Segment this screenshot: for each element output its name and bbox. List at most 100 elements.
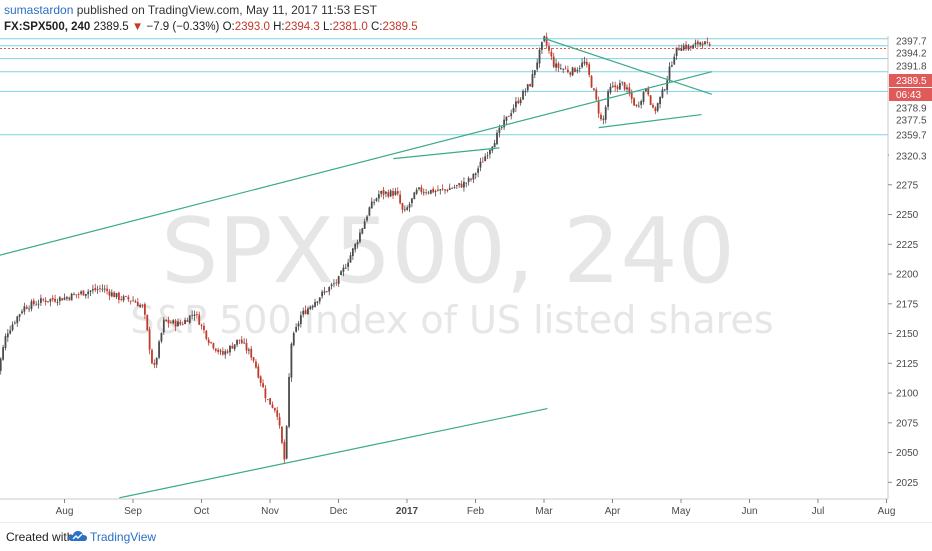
- candle-body: [290, 343, 293, 378]
- candle-body: [103, 288, 106, 290]
- candle-body: [273, 407, 276, 411]
- candle-body: [552, 56, 555, 67]
- candle-body: [583, 61, 586, 64]
- candle-body: [221, 351, 224, 355]
- candle-body: [380, 190, 383, 194]
- candle-body: [250, 348, 253, 358]
- trendline-triangle-bottom[interactable]: [598, 113, 702, 129]
- candle-body: [35, 304, 38, 306]
- candle-body: [63, 297, 66, 300]
- candle-body: [169, 322, 172, 324]
- price-change: −7.9 (−0.33%): [146, 21, 220, 33]
- price-level-label: 2378.9: [896, 104, 927, 115]
- candle-body: [347, 262, 350, 267]
- candle-body: [460, 183, 463, 188]
- candle-body: [14, 322, 16, 324]
- y-tick-label: 2125: [896, 359, 919, 370]
- price-level-box: [889, 150, 931, 162]
- trendline-triangle-top[interactable]: [543, 37, 713, 95]
- candle-body: [58, 297, 61, 302]
- candle-body: [689, 46, 692, 48]
- candle-body: [401, 203, 404, 210]
- candle-body: [517, 100, 520, 104]
- candle-body: [299, 315, 302, 325]
- author-link[interactable]: sumastardon: [4, 3, 74, 17]
- candle-body: [115, 293, 118, 298]
- candle-body: [557, 63, 560, 68]
- candle-body: [259, 376, 262, 383]
- candle-body: [666, 80, 669, 91]
- x-tick-label: Sep: [124, 506, 142, 517]
- candle-body: [257, 366, 260, 378]
- candle-body: [576, 69, 579, 72]
- candle-body: [28, 308, 30, 310]
- candle-body: [465, 182, 468, 184]
- candle-body: [377, 194, 380, 199]
- candle-body: [316, 301, 319, 303]
- candle-body: [314, 302, 316, 307]
- candle-body: [82, 290, 85, 296]
- candle-body: [604, 107, 607, 120]
- candle-body: [42, 299, 45, 301]
- candle-body: [694, 42, 697, 45]
- candle-body: [408, 204, 411, 208]
- candle-body: [245, 342, 248, 351]
- candle-body: [647, 88, 650, 95]
- candle-body: [588, 64, 591, 75]
- candle-body: [321, 291, 324, 297]
- candle-body: [281, 426, 283, 443]
- x-tick-label: Feb: [467, 506, 485, 517]
- footer: Created with TradingView: [0, 522, 932, 551]
- candle-body: [600, 114, 602, 120]
- x-tick-label: Mar: [535, 506, 553, 517]
- candle-body: [179, 322, 182, 325]
- candle-body: [581, 62, 583, 68]
- candle-body: [37, 303, 40, 305]
- candle-body: [262, 383, 264, 388]
- candle-body: [188, 315, 191, 323]
- candle-body: [80, 291, 82, 294]
- candle-body: [16, 316, 19, 324]
- candle-body: [125, 296, 127, 297]
- candle-body: [269, 398, 272, 405]
- x-tick-label: Dec: [330, 506, 348, 517]
- candle-body: [413, 192, 416, 200]
- candle-body: [236, 339, 238, 345]
- candle-body: [500, 127, 503, 128]
- created-with-text: Created with: [6, 530, 74, 544]
- y-tick-label: 2075: [896, 418, 919, 429]
- y-tick-label: 2275: [896, 180, 919, 191]
- candle-body: [172, 320, 175, 324]
- candle-body: [687, 45, 690, 50]
- candle-body: [323, 291, 326, 293]
- candle-body: [477, 168, 480, 173]
- candle-body: [472, 173, 475, 180]
- candle-body: [146, 314, 149, 331]
- candle-body: [602, 118, 605, 120]
- candle-body: [276, 410, 279, 417]
- tradingview-brand-link[interactable]: TradingView: [90, 530, 157, 544]
- trendline-breakout-line[interactable]: [393, 147, 500, 160]
- candle-body: [524, 91, 527, 93]
- candle-body: [446, 189, 449, 191]
- trendline-upper-channel[interactable]: [0, 71, 712, 256]
- candle-body: [49, 298, 52, 302]
- y-tick-label: 2025: [896, 478, 919, 489]
- candle-body: [567, 69, 569, 73]
- x-tick-label: Oct: [194, 506, 210, 517]
- candle-body: [247, 349, 250, 351]
- candle-body: [649, 95, 652, 105]
- candle-body: [271, 404, 274, 408]
- candle-body: [302, 310, 305, 315]
- candle-body: [685, 44, 687, 49]
- candle-body: [458, 183, 461, 185]
- candle-body: [134, 301, 137, 303]
- price-level-label: 2320.3: [896, 152, 927, 163]
- trendline-lower-channel[interactable]: [119, 407, 548, 499]
- candle-body: [224, 351, 227, 355]
- candle-body: [498, 127, 501, 134]
- candle-body: [444, 189, 446, 191]
- candle-body: [325, 291, 328, 293]
- candle-body: [148, 329, 151, 350]
